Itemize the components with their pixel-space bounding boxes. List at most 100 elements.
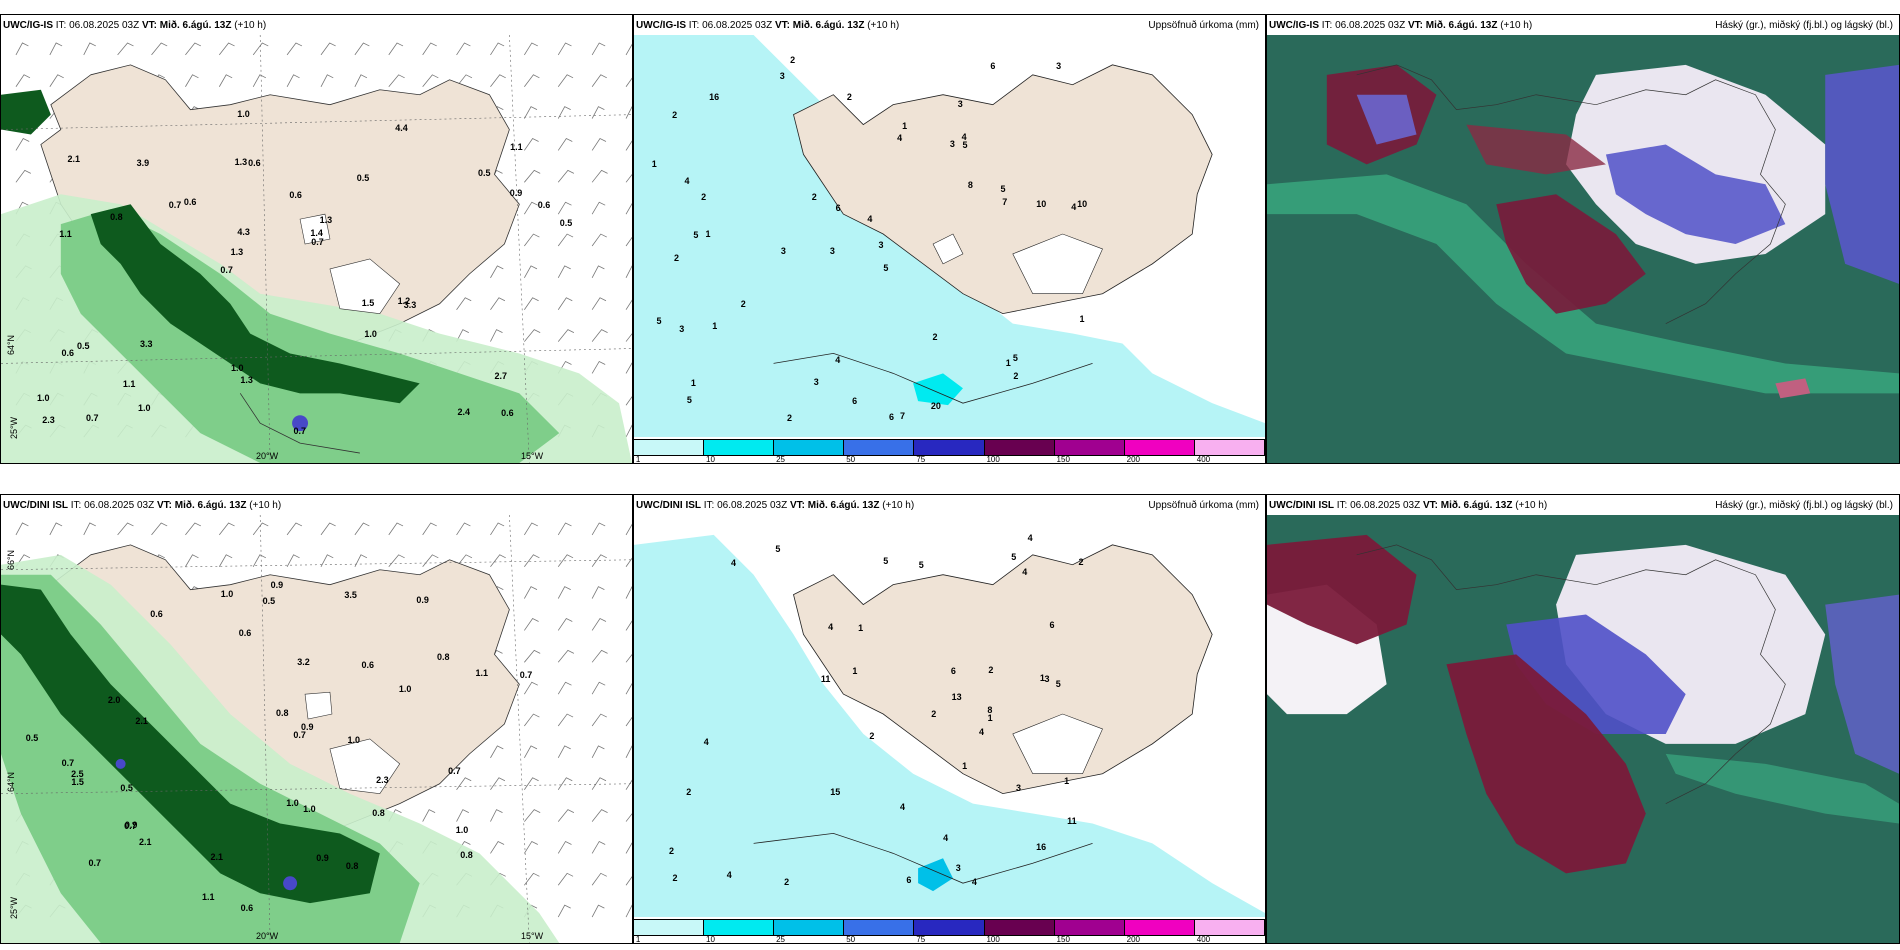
colorbar-tick-label: 200 xyxy=(1126,935,1141,944)
wind-barb xyxy=(625,557,632,567)
wind-barb xyxy=(15,522,29,536)
map-value-label: 2.3 xyxy=(376,775,389,786)
map-value-label: 20 xyxy=(930,401,941,412)
map-value-label: 3 xyxy=(813,377,819,388)
panel-top-middle-precip: UWC/IG-IS IT: 06.08.2025 03Z VT: Mið. 6.… xyxy=(633,14,1266,464)
map-value-label: 1 xyxy=(852,666,858,677)
map-value-label: 7 xyxy=(1002,197,1008,208)
map-value-label: 5 xyxy=(1012,353,1018,364)
map-value-label: 2.7 xyxy=(494,370,508,381)
wind-barb xyxy=(15,42,29,56)
vt-label: VT: xyxy=(156,500,172,511)
it-value: 06.08.2025 03Z xyxy=(84,500,155,511)
map-value-label: 4.4 xyxy=(395,122,408,133)
wind-barb xyxy=(320,554,334,567)
grid-label-lat: 64°N xyxy=(6,771,17,793)
lead-time: (+10 h) xyxy=(249,500,282,511)
panel-title: Uppsöfnuð úrkoma (mm) xyxy=(1148,20,1259,31)
map-value-label: 1.0 xyxy=(220,589,234,600)
panel-bottom-middle-precip: UWC/DINI ISL IT: 06.08.2025 03Z VT: Mið.… xyxy=(633,494,1266,944)
wind-barb xyxy=(591,265,605,279)
wind-barb xyxy=(591,233,607,247)
map-value-label: 3.3 xyxy=(403,299,417,310)
colorbar-ticks: 1 10 25 50 75 100 150 200 400 xyxy=(634,935,1265,944)
rain-max-spot xyxy=(283,876,298,891)
it-label: IT: xyxy=(688,20,700,31)
map-value-label: 1.0 xyxy=(303,803,316,814)
precip-map: 1 2 4 4 5 2 6 2 3 5 4 2 4 5 6 8 11 2 4 5 4 1 1 2 1 1 4 2 6 4 3 16 15 13 11… xyxy=(634,515,1265,917)
wind-barb xyxy=(591,745,605,759)
colorbar-swatch xyxy=(1194,920,1265,935)
map-value-label: 0.9 xyxy=(270,579,284,590)
model-name: UWC/IG-IS xyxy=(3,20,53,31)
map-value-label: 3 xyxy=(780,246,786,257)
wind-barb xyxy=(625,716,632,727)
map-value-label: 16 xyxy=(709,92,720,103)
wind-barb xyxy=(185,74,199,87)
map-value-label: 1 xyxy=(858,622,864,633)
wind-barb xyxy=(83,522,96,536)
wind-barb xyxy=(218,554,233,567)
wind-barb xyxy=(388,74,405,88)
precip-map: 2 3 4 3 5 1 2 3 2 4 4 5 3 3 6 7 4 6 8 2 2 5 10 10 5 4 6 7 5 3 1 1 1 2 2 1 5 3… xyxy=(634,35,1265,437)
map-value-label: 1.1 xyxy=(122,378,136,389)
grid-label-lon: 25°W xyxy=(9,416,20,440)
map-value-label: 8 xyxy=(987,704,993,715)
panel-top-left-wind: UWC/IG-IS IT: 06.08.2025 03Z VT: Mið. 6.… xyxy=(0,14,633,464)
vt-label: VT: xyxy=(774,20,790,31)
map-value-label: 5 xyxy=(883,555,889,566)
wind-barb xyxy=(557,201,572,215)
wind-barb xyxy=(557,233,574,247)
lead-time: (+10 h) xyxy=(1500,20,1533,31)
wind-barb xyxy=(591,713,607,727)
map-value-label: 1.3 xyxy=(234,157,248,168)
map-value-label: 6 xyxy=(852,395,858,406)
wind-barb xyxy=(49,74,64,87)
map-value-label: 6 xyxy=(835,202,841,213)
colorbar-swatch xyxy=(1054,920,1125,935)
map-value-label: 5 xyxy=(775,544,781,555)
vt-label: VT: xyxy=(141,20,157,31)
map-value-label: 0.6 xyxy=(183,197,197,208)
map-value-label: 2 xyxy=(672,109,678,120)
wind-barb xyxy=(456,42,471,56)
wind-barb xyxy=(524,297,539,310)
wind-barb xyxy=(625,424,632,438)
map-value-label: 4 xyxy=(979,726,985,737)
wind-barb xyxy=(557,297,573,310)
map-value-label: 1.0 xyxy=(398,683,412,694)
it-label: IT: xyxy=(1336,500,1348,511)
map-value-label: 1 xyxy=(1039,673,1045,684)
rain-dark-area xyxy=(1,584,380,904)
map-value-label: 5 xyxy=(1055,679,1061,690)
map-value-label: 0.6 xyxy=(248,158,261,169)
wind-barb xyxy=(557,777,573,790)
precip-map-svg xyxy=(634,35,1265,437)
wind-barb xyxy=(557,138,573,151)
wind-barb xyxy=(524,74,540,87)
vt-value: Mið. 6.ágú. 13Z xyxy=(1425,20,1498,31)
panel-header: UWC/DINI ISL IT: 06.08.2025 03Z VT: Mið.… xyxy=(1269,500,1547,511)
colorbar-swatch xyxy=(1124,920,1195,935)
map-value-label: 6 xyxy=(888,412,894,423)
map-value-label: 0.8 xyxy=(110,211,123,222)
wind-barb xyxy=(625,333,632,342)
wind-barb xyxy=(591,649,608,663)
panel-bottom-right-clouds: UWC/DINI ISL IT: 06.08.2025 03Z VT: Mið.… xyxy=(1266,494,1900,944)
wind-barb xyxy=(218,42,235,56)
colorbar-tick-label: 50 xyxy=(846,935,856,944)
map-value-label: 4 xyxy=(943,832,949,843)
map-value-label: 4 xyxy=(726,870,732,881)
wind-barb xyxy=(286,554,300,567)
wind-barb xyxy=(591,201,606,215)
glacier xyxy=(1012,713,1103,775)
wind-barb xyxy=(591,777,607,790)
wind-barb xyxy=(15,169,31,183)
wind-barb xyxy=(625,620,632,631)
map-value-label: 3.3 xyxy=(139,338,153,349)
map-value-label: 0.9 xyxy=(509,188,523,199)
it-label: IT: xyxy=(70,500,82,511)
map-value-label: 3.2 xyxy=(297,657,310,668)
map-value-label: 5 xyxy=(1011,552,1017,563)
map-value-label: 1.3 xyxy=(319,214,333,225)
